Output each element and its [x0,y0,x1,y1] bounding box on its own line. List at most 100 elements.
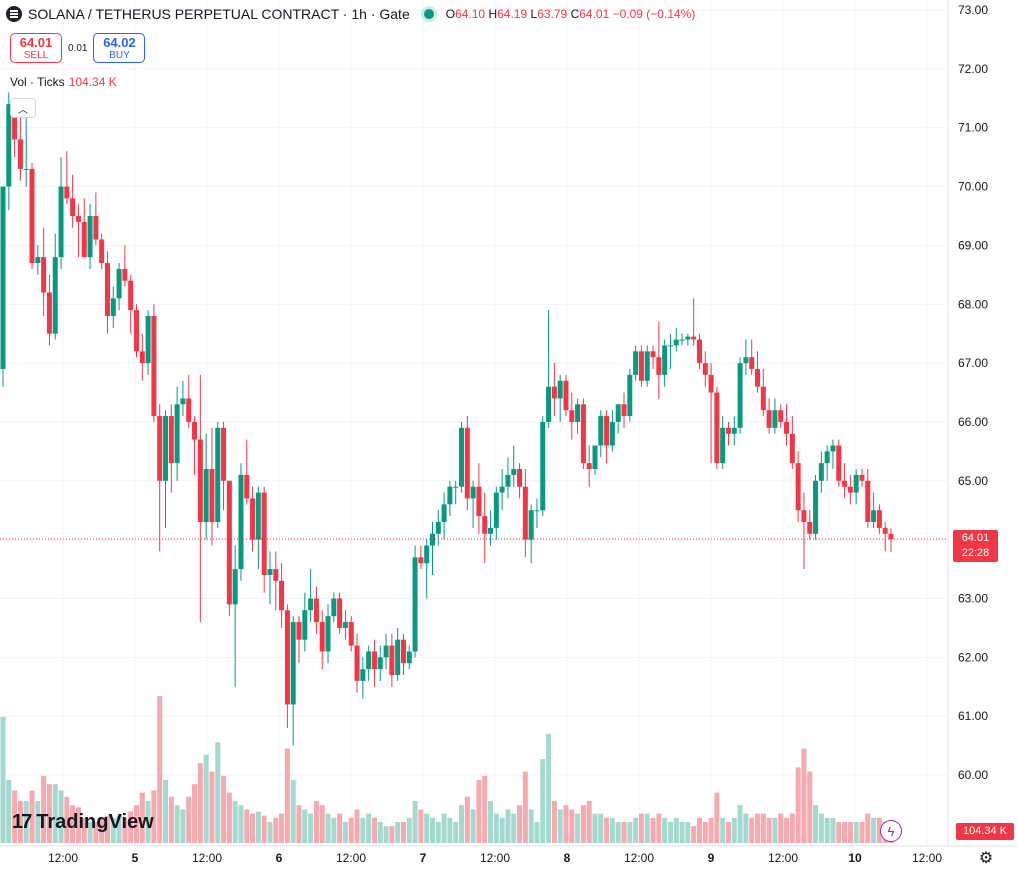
candle-body [662,345,668,375]
candle-body [865,480,871,522]
candle-body [488,527,494,534]
candle-body [279,580,285,611]
volume-bar [766,817,772,843]
candle-body [853,474,859,493]
candle-body [685,336,691,340]
candle-body [453,486,459,488]
candle-body [406,651,412,664]
price-axis[interactable]: 60.0061.0062.0063.0064.0065.0066.0067.00… [958,3,988,782]
volume-bar [70,805,76,843]
volume-bar [638,813,644,843]
volume-bar [46,784,52,843]
time-tick-label: 12:00 [912,851,942,865]
volume-bar [389,826,395,843]
volume-bar [871,817,877,843]
time-axis[interactable]: 12:00 5 12:00 6 12:00 7 12:00 8 12:00 9 12:00 10 12:… [48,851,942,865]
volume-bar [215,742,221,843]
volume-bar [163,780,169,843]
symbol-title[interactable]: SOLANA / TETHERUS PERPETUAL CONTRACT · 1… [28,6,410,22]
volume-bar [313,801,319,843]
symbol-logo-icon [6,6,22,22]
volume-bar [755,813,761,843]
collapse-legend-button[interactable]: ︿ [10,98,36,118]
candle-body [192,421,198,440]
candle-body [563,380,569,411]
volume-bar [760,813,766,843]
volume-bar [778,813,784,843]
volume-bar [725,822,731,843]
candle-body [58,186,64,258]
bar-countdown: 22:28 [961,547,990,559]
volume-bar [859,822,865,843]
candle-body [871,510,877,522]
candle-body [267,569,273,575]
candle-body [383,645,389,658]
volume-legend[interactable]: Vol · Ticks 104.34 K [10,75,117,89]
candle-body [807,521,813,534]
candle-body [354,645,360,681]
candle-body [604,416,610,446]
time-tick-label: 12:00 [336,851,366,865]
volume-bar [522,771,528,843]
price-tick-label: 66.00 [958,415,988,429]
candle-body [598,416,604,446]
candle-body [691,336,697,340]
volume-bar [192,784,198,843]
time-tick-label: 9 [708,851,715,865]
volume-bar [180,809,186,843]
tradingview-logo[interactable]: 17 TradingView [12,811,154,834]
volume-bar [702,822,708,843]
last-price-label: 64.01 22:28 [953,530,998,562]
flash-icon[interactable]: ϟ [880,820,902,842]
volume-bar [470,809,476,843]
price-tick-label: 72.00 [958,62,988,76]
volume-bar [644,813,650,843]
candle-body [261,492,267,575]
time-tick-label: 10 [848,851,862,865]
volume-bar [139,792,145,843]
candle-body [778,410,784,422]
candle-body [633,351,639,375]
volume-bar [598,813,604,843]
candle-body [35,257,41,264]
volume-bar [360,817,366,843]
volume-bar [377,822,383,843]
candle-body [23,168,29,170]
volume-bar [104,815,110,843]
volume-bar [656,813,662,843]
volume-bar [517,805,523,843]
settings-gear-icon[interactable]: ⚙ [978,850,994,867]
logo-text: TradingView [36,811,154,833]
candle-body [464,427,470,499]
volume-bar [575,813,581,843]
candle-body [743,357,749,364]
volume-bar [836,822,842,843]
candle-body [627,374,633,417]
candle-body [52,257,58,334]
time-tick-label: 7 [420,851,427,865]
market-status-icon[interactable] [423,9,434,19]
candle-body [586,463,592,470]
sell-button[interactable]: 64.01 SELL [10,33,62,63]
buy-button[interactable]: 64.02 BUY [93,33,146,63]
price-tick-label: 69.00 [958,238,988,252]
candle-body [110,298,116,317]
candle-body [371,651,377,670]
candle-body [592,445,598,470]
volume-bar [383,826,389,843]
volume-bar [41,775,47,843]
candle-body [876,510,882,528]
chart-grid [0,0,1018,847]
volume-bar [302,809,308,843]
candle-body [609,421,615,446]
volume-bar [737,805,743,843]
candle-body [389,645,395,676]
volume-bar [511,813,517,843]
candle-body [284,610,290,705]
candle-body [122,268,128,281]
candle-body [6,104,12,187]
volume-bar [145,801,151,843]
volume-bar [586,801,592,843]
candle-body [87,215,93,258]
